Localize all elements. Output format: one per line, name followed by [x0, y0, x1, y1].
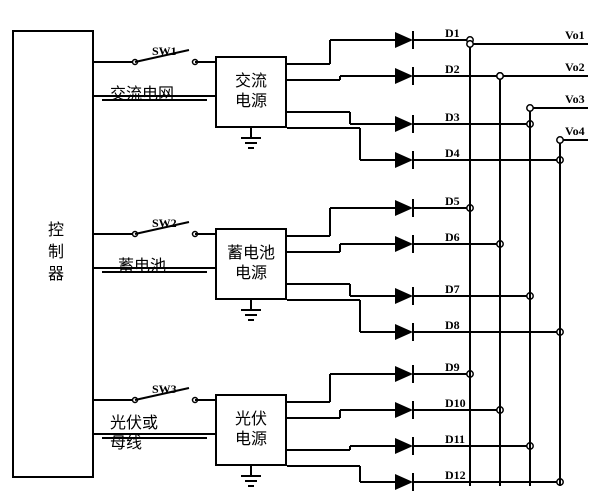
diode-label-d12: D12	[445, 468, 466, 483]
pv-source-box: 光伏电源	[215, 394, 287, 466]
diode-label-d3: D3	[445, 110, 460, 125]
battery-source-box: 蓄电池电源	[215, 228, 287, 300]
diode-label-d1: D1	[445, 26, 460, 41]
diode-label-d5: D5	[445, 194, 460, 209]
diode-label-d11: D11	[445, 432, 465, 447]
diode-label-d6: D6	[445, 230, 460, 245]
sw3-label: SW3	[152, 382, 177, 397]
diode-label-d7: D7	[445, 282, 460, 297]
output-label-vo3: Vo3	[565, 92, 585, 107]
diode-label-d10: D10	[445, 396, 466, 411]
battery-input-label: 蓄电池	[118, 252, 166, 276]
diode-label-d4: D4	[445, 146, 460, 161]
ac-input-label: 交流电网	[110, 80, 174, 104]
sw1-label: SW1	[152, 44, 177, 59]
sw2-label: SW2	[152, 216, 177, 231]
diode-label-d8: D8	[445, 318, 460, 333]
ac-source-box: 交流电源	[215, 56, 287, 128]
output-label-vo1: Vo1	[565, 28, 585, 43]
output-label-vo4: Vo4	[565, 124, 585, 139]
controller-label: 控制器	[41, 221, 65, 287]
diode-label-d2: D2	[445, 62, 460, 77]
diode-label-d9: D9	[445, 360, 460, 375]
pv-input-label: 光伏或母线	[110, 414, 158, 454]
output-label-vo2: Vo2	[565, 60, 585, 75]
controller-box: 控制器	[12, 30, 94, 478]
